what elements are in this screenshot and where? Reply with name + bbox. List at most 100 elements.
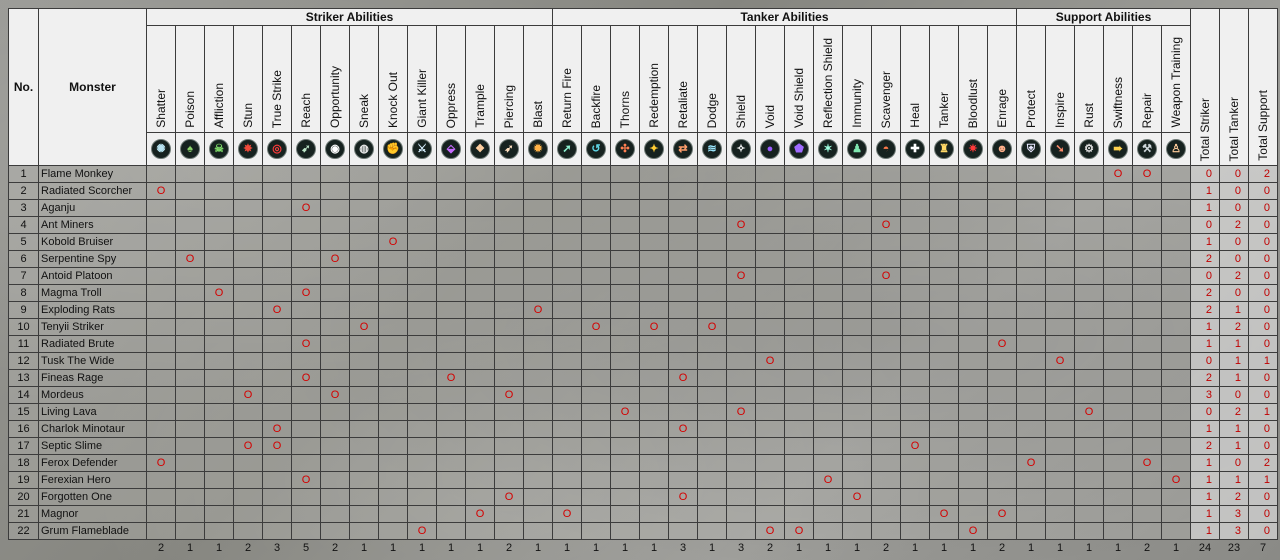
ability-icon-cell: ♜ xyxy=(929,132,959,166)
monster-name: Grum Flameblade xyxy=(38,522,147,540)
ability-cell xyxy=(1132,437,1162,455)
row-number: 9 xyxy=(8,301,39,319)
ability-cell xyxy=(987,522,1017,540)
ability-cell xyxy=(1161,403,1191,421)
ability-cell xyxy=(1045,199,1075,217)
ability-cell xyxy=(1161,352,1191,370)
ability-mark: O xyxy=(726,267,756,285)
ability-icon-row: ✺ ♠ ☠ ✸ ◎ ➹ ◉ ◍ ✊ ⚔ ⬙ ❖ ➶ ✹ ➚ ↺ ✣ ✦ ⇄ ≋ ✧ ● ⬟ ✶ ♟ ◓ ✚ ♜ ✷ ☻ ⛨ ➘ ⚙ ➠ ⚒ ♙ xyxy=(9,132,1278,166)
ability-cell xyxy=(900,488,930,506)
ability-cell xyxy=(987,488,1017,506)
total-cell: 1 xyxy=(1219,369,1249,387)
ability-mark: O xyxy=(1045,352,1075,370)
ability-cell xyxy=(900,216,930,234)
ability-cell xyxy=(320,369,350,387)
ability-icon-cell: ✊ xyxy=(378,132,408,166)
total-cell: 0 xyxy=(1219,182,1249,200)
true-strike-icon: ◎ xyxy=(267,139,287,159)
ability-cell xyxy=(378,437,408,455)
ability-cell xyxy=(1016,284,1046,302)
ability-cell xyxy=(639,420,669,438)
ability-cell xyxy=(523,420,553,438)
column-count: 1 xyxy=(940,542,948,554)
column-count: 1 xyxy=(1172,542,1180,554)
column-header-retaliate: Retaliate xyxy=(668,25,698,133)
ability-cell xyxy=(262,199,292,217)
total-cell: 1 xyxy=(1190,471,1220,489)
ability-cell xyxy=(175,182,205,200)
tanker-icon: ♜ xyxy=(934,139,954,159)
ability-mark: O xyxy=(262,437,292,455)
ability-cell xyxy=(929,471,959,489)
ability-cell xyxy=(726,352,756,370)
shatter-icon: ✺ xyxy=(151,139,171,159)
ability-cell xyxy=(610,488,640,506)
ability-icon-cell: ☠ xyxy=(204,132,234,166)
row-number: 22 xyxy=(8,522,39,540)
ability-cell xyxy=(1132,335,1162,353)
ability-cell xyxy=(987,165,1017,183)
ability-cell xyxy=(1132,505,1162,523)
ability-cell xyxy=(581,437,611,455)
ability-mark: O xyxy=(262,420,292,438)
ability-mark: O xyxy=(784,522,814,540)
ability-cell xyxy=(320,352,350,370)
ability-cell xyxy=(436,182,466,200)
ability-cell xyxy=(581,471,611,489)
ability-cell xyxy=(1045,437,1075,455)
ability-cell xyxy=(1161,284,1191,302)
ability-cell xyxy=(697,420,727,438)
ability-cell xyxy=(668,335,698,353)
column-count: 1 xyxy=(476,542,484,554)
ability-cell xyxy=(320,165,350,183)
ability-cell xyxy=(436,318,466,336)
ability-cell xyxy=(1016,488,1046,506)
ability-cell xyxy=(233,369,263,387)
column-header-return-fire: Return Fire xyxy=(552,25,582,133)
ability-cell xyxy=(755,318,785,336)
blast-icon: ✹ xyxy=(528,139,548,159)
total-cell: 1 xyxy=(1190,522,1220,540)
ability-cell xyxy=(523,505,553,523)
total-cell: 2 xyxy=(1190,437,1220,455)
column-header-void-shield: Void Shield xyxy=(784,25,814,133)
ability-cell xyxy=(726,420,756,438)
ability-cell xyxy=(378,284,408,302)
ability-cell xyxy=(900,420,930,438)
thorns-icon: ✣ xyxy=(615,139,635,159)
column-count: 1 xyxy=(389,542,397,554)
ability-label: Giant Killer xyxy=(415,69,429,128)
ability-cell xyxy=(1016,301,1046,319)
ability-cell xyxy=(1132,301,1162,319)
ability-cell xyxy=(175,403,205,421)
ability-cell xyxy=(987,369,1017,387)
total-cell: 0 xyxy=(1248,318,1278,336)
total-cell: 1 xyxy=(1248,403,1278,421)
column-header-enrage: Enrage xyxy=(987,25,1017,133)
ability-cell xyxy=(871,420,901,438)
row-number: 12 xyxy=(8,352,39,370)
ability-cell xyxy=(1161,369,1191,387)
ability-cell xyxy=(900,386,930,404)
ability-cell xyxy=(407,182,437,200)
ability-cell xyxy=(407,420,437,438)
ability-cell xyxy=(900,182,930,200)
ability-cell xyxy=(755,369,785,387)
ability-cell xyxy=(697,284,727,302)
column-count: 1 xyxy=(969,542,977,554)
ability-cell xyxy=(523,386,553,404)
ability-mark: O xyxy=(900,437,930,455)
ability-cell xyxy=(987,471,1017,489)
ability-cell xyxy=(204,454,234,472)
ability-cell xyxy=(813,318,843,336)
ability-cell xyxy=(871,335,901,353)
ability-cell xyxy=(465,335,495,353)
ability-cell xyxy=(1045,471,1075,489)
ability-mark: O xyxy=(929,505,959,523)
ability-cell xyxy=(581,284,611,302)
ability-cell xyxy=(697,505,727,523)
ability-cell xyxy=(871,369,901,387)
ability-cell xyxy=(610,284,640,302)
total-cell: 1 xyxy=(1219,471,1249,489)
ability-cell xyxy=(813,335,843,353)
